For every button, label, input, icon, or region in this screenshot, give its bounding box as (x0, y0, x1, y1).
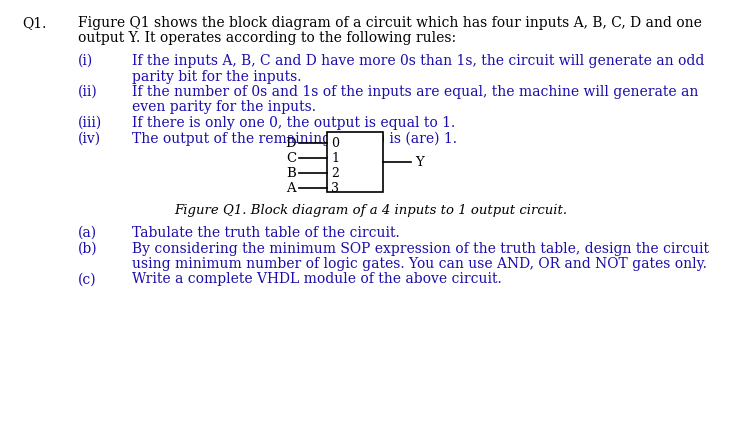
Text: parity bit for the inputs.: parity bit for the inputs. (132, 70, 302, 84)
Text: C: C (286, 152, 296, 165)
Text: 2: 2 (331, 167, 339, 180)
Text: If the number of 0s and 1s of the inputs are equal, the machine will generate an: If the number of 0s and 1s of the inputs… (132, 85, 698, 99)
Text: B: B (286, 167, 296, 180)
Text: Write a complete VHDL module of the above circuit.: Write a complete VHDL module of the abov… (132, 273, 502, 287)
Text: Figure Q1. Block diagram of a 4 inputs to 1 output circuit.: Figure Q1. Block diagram of a 4 inputs t… (174, 204, 567, 217)
Text: 0: 0 (331, 137, 339, 150)
Text: Figure Q1 shows the block diagram of a circuit which has four inputs A, B, C, D : Figure Q1 shows the block diagram of a c… (78, 16, 702, 30)
Text: (ii): (ii) (78, 85, 98, 99)
Text: even parity for the inputs.: even parity for the inputs. (132, 100, 316, 114)
Text: 1: 1 (331, 152, 339, 165)
Text: If there is only one 0, the output is equal to 1.: If there is only one 0, the output is eq… (132, 116, 455, 130)
Bar (327, 132, 383, 192)
Text: If the inputs A, B, C and D have more 0s than 1s, the circuit will generate an o: If the inputs A, B, C and D have more 0s… (132, 54, 705, 68)
Text: (b): (b) (78, 242, 98, 256)
Text: (iii): (iii) (78, 116, 102, 130)
Text: Y: Y (415, 156, 424, 168)
Text: The output of the remaining case(s) is (are) 1.: The output of the remaining case(s) is (… (132, 131, 457, 146)
Text: (c): (c) (78, 273, 96, 287)
Text: Q1.: Q1. (22, 16, 47, 30)
Text: output Y. It operates according to the following rules:: output Y. It operates according to the f… (78, 31, 456, 45)
Text: (a): (a) (78, 226, 97, 240)
Text: using minimum number of logic gates. You can use AND, OR and NOT gates only.: using minimum number of logic gates. You… (132, 257, 707, 271)
Text: 3: 3 (331, 182, 339, 195)
Text: D: D (285, 137, 296, 150)
Text: (iv): (iv) (78, 131, 101, 145)
Text: By considering the minimum SOP expression of the truth table, design the circuit: By considering the minimum SOP expressio… (132, 242, 709, 256)
Text: (i): (i) (78, 54, 93, 68)
Text: A: A (286, 182, 296, 195)
Text: Tabulate the truth table of the circuit.: Tabulate the truth table of the circuit. (132, 226, 399, 240)
